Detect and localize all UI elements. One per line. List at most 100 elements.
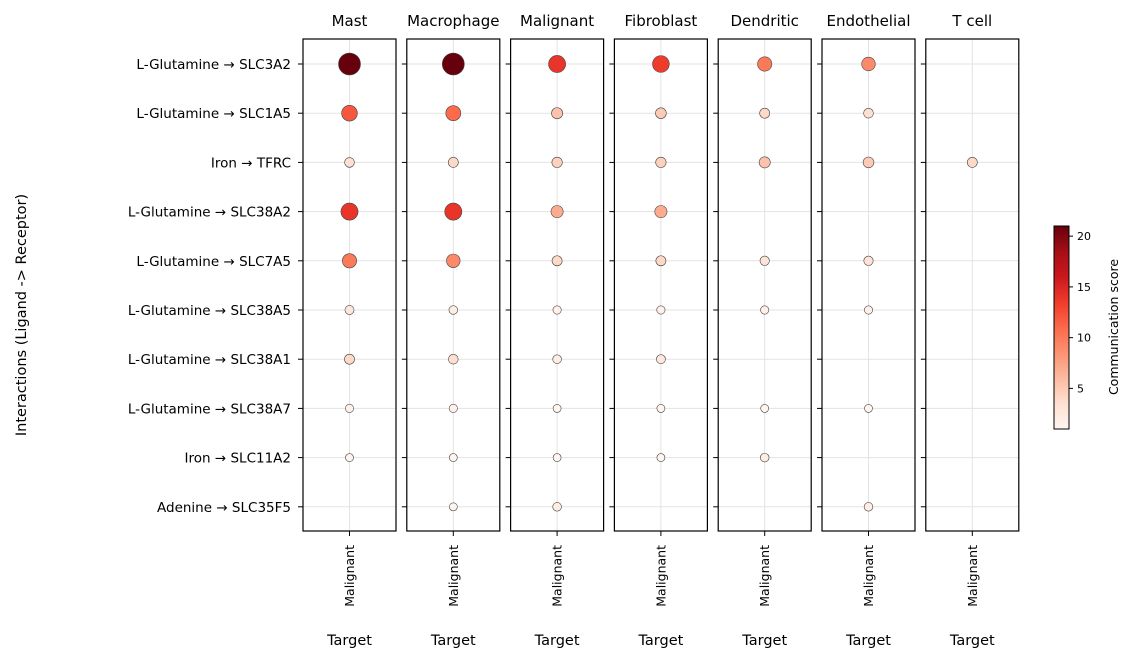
- data-point: [552, 502, 562, 512]
- panel: Dendritic Malignant Target: [713, 12, 812, 649]
- data-point: [550, 205, 564, 218]
- data-point: [448, 502, 458, 512]
- data-point: [341, 105, 358, 122]
- data-point: [338, 52, 361, 76]
- data-point: [552, 453, 562, 462]
- panels: Mast Malignant Target Macrophage Malignant Ta…: [298, 12, 1020, 649]
- data-point: [864, 305, 873, 315]
- data-point: [552, 354, 562, 364]
- x-axis-label: Target: [637, 633, 683, 649]
- x-axis-label: Target: [845, 633, 891, 649]
- x-axis-label: Target: [534, 633, 580, 649]
- data-point: [655, 255, 667, 267]
- y-tick-label: L-Glutamine → SLC38A7: [128, 401, 291, 417]
- data-point: [444, 202, 463, 221]
- x-axis-label: Target: [326, 633, 372, 649]
- data-point: [448, 453, 458, 462]
- panel: Endothelial Malignant Target: [817, 12, 916, 649]
- colorbar-gradient: [1053, 225, 1070, 430]
- data-point: [966, 157, 978, 168]
- data-point: [552, 305, 562, 315]
- panel-title: Mast: [332, 12, 368, 30]
- colorbar-ticks: 5 10 15 20: [1069, 230, 1091, 395]
- y-tick-label: L-Glutamine → SLC3A2: [136, 57, 291, 73]
- panel: Fibroblast Malignant Target: [609, 12, 709, 649]
- data-point: [656, 354, 666, 365]
- data-point: [344, 305, 355, 315]
- panel-title: Dendritic: [730, 12, 798, 30]
- data-point: [656, 404, 666, 413]
- data-point: [656, 453, 666, 462]
- data-point: [342, 253, 357, 269]
- colorbar-tick-label: 15: [1077, 281, 1091, 294]
- data-point: [445, 105, 462, 121]
- y-tick-label: Iron → SLC11A2: [185, 451, 291, 467]
- panel-title: Endothelial: [827, 12, 911, 30]
- x-axis-label: Target: [430, 633, 476, 649]
- data-point: [548, 55, 566, 73]
- colorbar: 5 10 15 20 Communication score: [1053, 225, 1121, 430]
- x-tick-label: Malignant: [861, 545, 876, 607]
- data-point: [552, 404, 562, 413]
- data-point: [551, 107, 563, 120]
- data-point: [863, 108, 874, 119]
- x-axis-label: Target: [949, 633, 995, 649]
- data-point: [655, 156, 667, 168]
- data-point: [863, 255, 874, 266]
- colorbar-label: Communication score: [1106, 259, 1121, 395]
- panel-title: Malignant: [520, 12, 594, 30]
- data-point: [551, 156, 563, 168]
- data-point: [448, 305, 458, 315]
- data-point: [760, 404, 770, 413]
- y-tick-label: Adenine → SLC35F5: [157, 500, 291, 516]
- data-point: [655, 107, 667, 119]
- panel: Macrophage Malignant Target: [401, 12, 501, 649]
- colorbar-tick-label: 20: [1077, 230, 1091, 243]
- data-point: [344, 353, 355, 365]
- data-point: [446, 253, 461, 268]
- data-point: [760, 305, 770, 315]
- data-point: [863, 502, 874, 512]
- data-point: [441, 52, 465, 76]
- y-tick-label: L-Glutamine → SLC38A5: [128, 303, 291, 319]
- data-point: [861, 56, 876, 72]
- data-point: [864, 404, 873, 413]
- data-point: [345, 453, 354, 462]
- y-tick-label: L-Glutamine → SLC38A2: [128, 205, 291, 221]
- y-tick-label: Iron → TFRC: [211, 155, 291, 171]
- panel: Mast Malignant Target: [298, 12, 397, 649]
- panel-title: Macrophage: [407, 12, 499, 30]
- y-tick-label: L-Glutamine → SLC38A1: [128, 352, 291, 368]
- x-tick-label: Malignant: [446, 545, 461, 607]
- data-point: [345, 403, 354, 413]
- colorbar-tick-label: 10: [1077, 332, 1091, 345]
- data-point: [447, 157, 459, 168]
- data-point: [760, 452, 770, 463]
- data-point: [759, 255, 770, 266]
- x-tick-label: Malignant: [965, 545, 980, 607]
- y-tick-label: L-Glutamine → SLC1A5: [136, 106, 291, 122]
- y-tick-labels: L-Glutamine → SLC3A2 L-Glutamine → SLC1A5…: [128, 57, 291, 516]
- y-tick-label: L-Glutamine → SLC7A5: [136, 254, 291, 270]
- data-point: [340, 202, 359, 221]
- x-tick-label: Malignant: [757, 545, 772, 607]
- data-point: [758, 156, 771, 169]
- data-point: [344, 157, 355, 168]
- data-point: [759, 107, 771, 119]
- data-point: [656, 305, 666, 315]
- colorbar-tick-label: 5: [1077, 382, 1084, 395]
- data-point: [551, 255, 563, 267]
- data-point: [862, 156, 875, 169]
- panel: Malignant Malignant Target: [505, 12, 605, 649]
- data-point: [654, 205, 668, 218]
- data-point: [448, 354, 459, 365]
- data-point: [652, 55, 670, 73]
- panel-title: Fibroblast: [624, 12, 697, 30]
- x-tick-label: Malignant: [653, 545, 668, 607]
- panel: T cell Malignant Target: [920, 12, 1020, 649]
- panel-title: T cell: [951, 12, 992, 30]
- x-axis-label: Target: [741, 633, 787, 649]
- x-tick-label: Malignant: [550, 545, 565, 607]
- data-point: [757, 56, 773, 72]
